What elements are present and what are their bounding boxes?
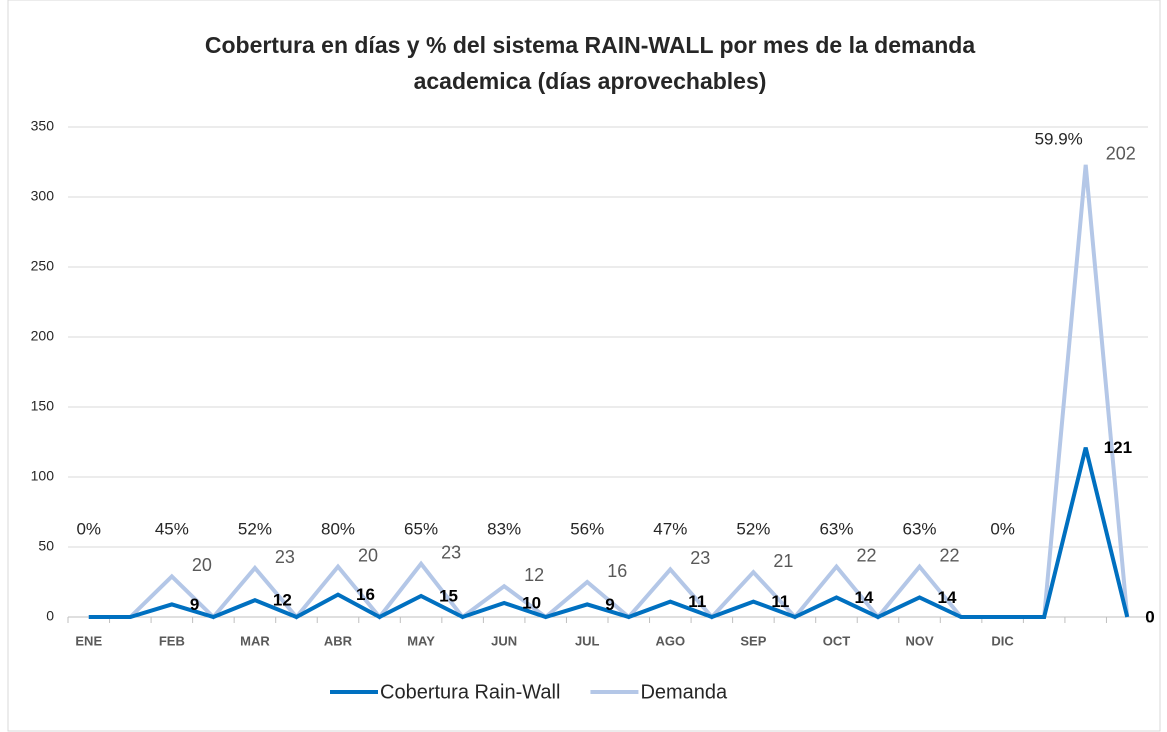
x-tick-label: MAY bbox=[407, 633, 435, 648]
y-tick-label: 250 bbox=[31, 258, 55, 274]
coverage-label: 121 bbox=[1104, 438, 1132, 457]
x-tick-label: MAR bbox=[240, 633, 270, 648]
y-tick-label: 0 bbox=[46, 608, 54, 624]
y-tick-label: 100 bbox=[31, 468, 55, 484]
demand-label: 23 bbox=[690, 548, 710, 568]
percent-label: 83% bbox=[487, 519, 521, 538]
coverage-label: 16 bbox=[356, 585, 375, 604]
percent-label: 45% bbox=[155, 519, 189, 538]
chart-title-cont: academica (días aprovechables) bbox=[414, 68, 767, 94]
x-tick-label: ENE bbox=[75, 633, 102, 648]
percent-label: 47% bbox=[653, 519, 687, 538]
coverage-label: 14 bbox=[854, 588, 873, 607]
demand-label: 20 bbox=[192, 555, 212, 575]
percent-label: 65% bbox=[404, 519, 438, 538]
coverage-label: 9 bbox=[605, 595, 614, 614]
chart-area bbox=[7, 0, 1161, 732]
percent-label: 0% bbox=[990, 519, 1015, 538]
demand-label: 16 bbox=[607, 561, 627, 581]
x-tick-label: FEB bbox=[159, 633, 185, 648]
x-tick-label: JUL bbox=[575, 633, 600, 648]
demand-label: 12 bbox=[524, 565, 544, 585]
x-tick-label: DIC bbox=[991, 633, 1014, 648]
legend-label: Demanda bbox=[640, 681, 728, 703]
x-tick-label: OCT bbox=[823, 633, 851, 648]
x-tick-label: JUN bbox=[491, 633, 517, 648]
demand-label: 22 bbox=[856, 545, 876, 565]
y-tick-label: 350 bbox=[31, 118, 55, 134]
demand-label: 23 bbox=[441, 543, 461, 563]
y-tick-label: 200 bbox=[31, 328, 55, 344]
percent-label: 63% bbox=[903, 519, 937, 538]
coverage-label: 15 bbox=[439, 586, 458, 605]
percent-label: 80% bbox=[321, 519, 355, 538]
percent-label: 52% bbox=[238, 519, 272, 538]
demand-label: 21 bbox=[773, 551, 793, 571]
chart-title: Cobertura en días y % del sistema RAIN-W… bbox=[205, 32, 975, 58]
demand-label: 202 bbox=[1106, 144, 1136, 164]
coverage-label: 11 bbox=[688, 592, 706, 611]
x-tick-label: ABR bbox=[324, 633, 353, 648]
y-tick-label: 50 bbox=[38, 538, 54, 554]
coverage-label: 12 bbox=[273, 591, 292, 610]
percent-label: 63% bbox=[819, 519, 853, 538]
x-tick-label: AGO bbox=[655, 633, 685, 648]
coverage-label: 9 bbox=[190, 595, 199, 614]
y-tick-label: 300 bbox=[31, 188, 55, 204]
demand-label: 23 bbox=[275, 547, 295, 567]
coverage-label: 11 bbox=[771, 592, 789, 611]
demand-label: 20 bbox=[358, 545, 378, 565]
percent-label: 56% bbox=[570, 519, 604, 538]
series-line bbox=[88, 447, 1130, 620]
legend-label: Cobertura Rain-Wall bbox=[380, 681, 560, 703]
coverage-label: 0 bbox=[1145, 607, 1154, 626]
x-tick-label: NOV bbox=[905, 633, 934, 648]
x-tick-label: SEP bbox=[740, 633, 766, 648]
series-line bbox=[88, 164, 1130, 621]
percent-label: 0% bbox=[76, 519, 101, 538]
percent-label: 52% bbox=[736, 519, 770, 538]
y-tick-label: 150 bbox=[31, 398, 55, 414]
demand-label: 22 bbox=[940, 545, 960, 565]
coverage-label: 10 bbox=[522, 593, 541, 612]
percent-label: 59.9% bbox=[1035, 129, 1083, 148]
coverage-label: 14 bbox=[938, 588, 957, 607]
